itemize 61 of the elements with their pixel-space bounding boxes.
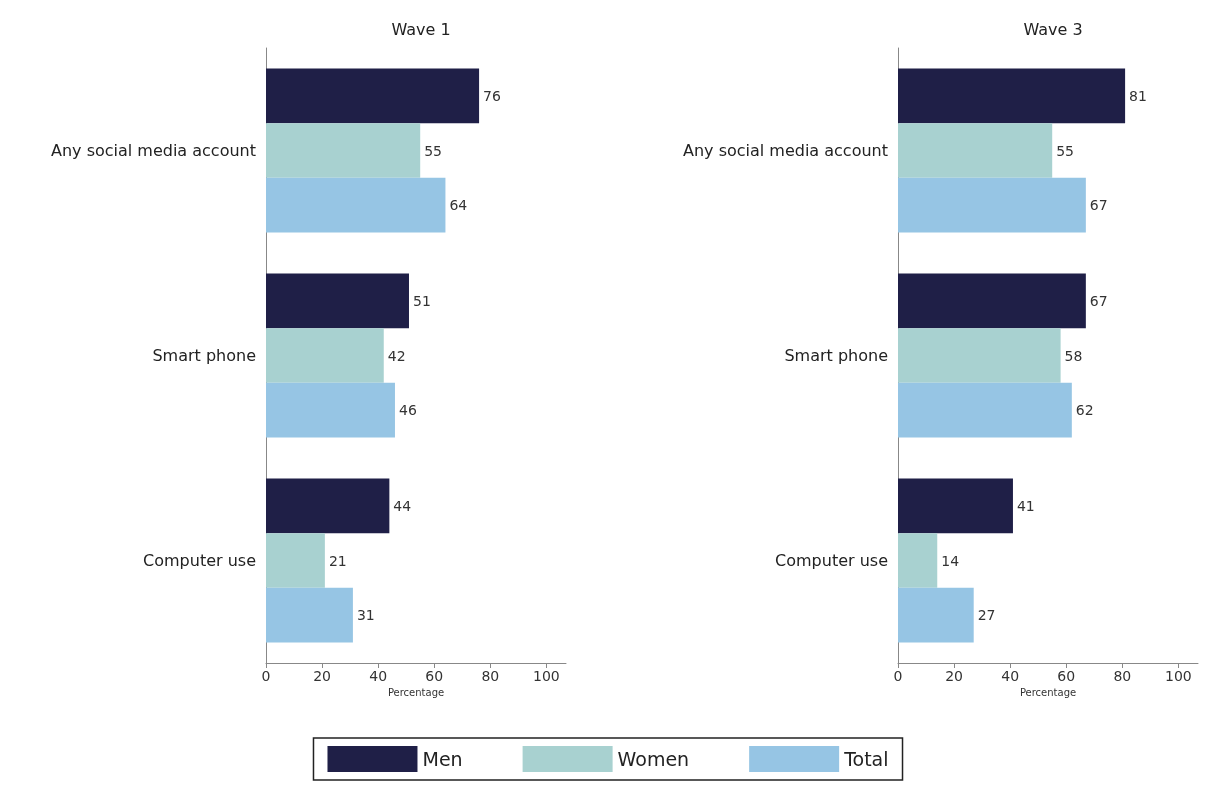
data-label: 21 <box>328 552 347 569</box>
data-label: 42 <box>387 347 406 364</box>
data-label: 14 <box>941 552 960 569</box>
chart-title: Wave 3 <box>1023 19 1083 39</box>
data-label: 81 <box>1129 87 1147 104</box>
data-label: 46 <box>398 402 417 419</box>
data-label: 41 <box>1016 497 1035 514</box>
x-tick-label: 60 <box>425 668 444 684</box>
data-label: 62 <box>1075 402 1094 419</box>
x-axis-title: Percentage <box>1019 687 1077 699</box>
bar <box>266 68 480 124</box>
x-tick-label: 80 <box>1113 668 1132 684</box>
bar <box>898 328 1061 383</box>
bar <box>266 478 390 534</box>
bar <box>266 382 395 438</box>
x-tick-label: 60 <box>1057 668 1076 684</box>
legend-label: Total <box>843 748 889 770</box>
bar <box>266 328 384 383</box>
x-tick-label: 0 <box>261 668 271 684</box>
y-tick-label: Any social media account <box>50 141 256 160</box>
bar <box>898 177 1086 233</box>
x-tick-label: 100 <box>533 668 560 684</box>
data-label: 64 <box>449 197 468 214</box>
data-label: 44 <box>393 497 412 514</box>
y-tick-label: Computer use <box>143 551 256 570</box>
x-tick-label: 100 <box>1165 668 1192 684</box>
x-tick-label: 20 <box>945 668 963 684</box>
bar <box>266 177 446 233</box>
x-axis-title: Percentage <box>387 687 445 699</box>
legend-label: Women <box>617 748 690 770</box>
data-label: 58 <box>1064 347 1083 364</box>
data-label: 67 <box>1089 292 1108 309</box>
y-tick-label: Computer use <box>775 551 888 570</box>
y-tick-label: Any social media account <box>682 141 888 160</box>
bar <box>898 478 1013 534</box>
y-tick-label: Smart phone <box>152 346 256 365</box>
bar <box>266 123 421 178</box>
data-label: 31 <box>356 607 375 624</box>
bar <box>898 123 1053 178</box>
bar <box>898 587 974 643</box>
data-label: 27 <box>977 607 996 624</box>
y-tick-label: Smart phone <box>784 346 888 365</box>
data-label: 55 <box>1056 142 1075 159</box>
x-tick-label: 40 <box>369 668 388 684</box>
x-tick-label: 40 <box>1001 668 1020 684</box>
bar <box>266 273 409 329</box>
bar <box>898 68 1126 124</box>
bar <box>266 587 353 643</box>
x-tick-label: 0 <box>893 668 903 684</box>
bar <box>898 273 1086 329</box>
x-tick-label: 80 <box>481 668 500 684</box>
data-label: 51 <box>412 292 431 309</box>
chart-title: Wave 1 <box>391 19 451 39</box>
bar <box>898 533 938 588</box>
x-tick-label: 20 <box>313 668 331 684</box>
data-label: 67 <box>1089 197 1108 214</box>
bar <box>898 382 1072 438</box>
legend-label: Men <box>422 748 463 770</box>
data-label: 55 <box>424 142 443 159</box>
data-label: 76 <box>483 87 501 104</box>
bar <box>266 533 325 588</box>
